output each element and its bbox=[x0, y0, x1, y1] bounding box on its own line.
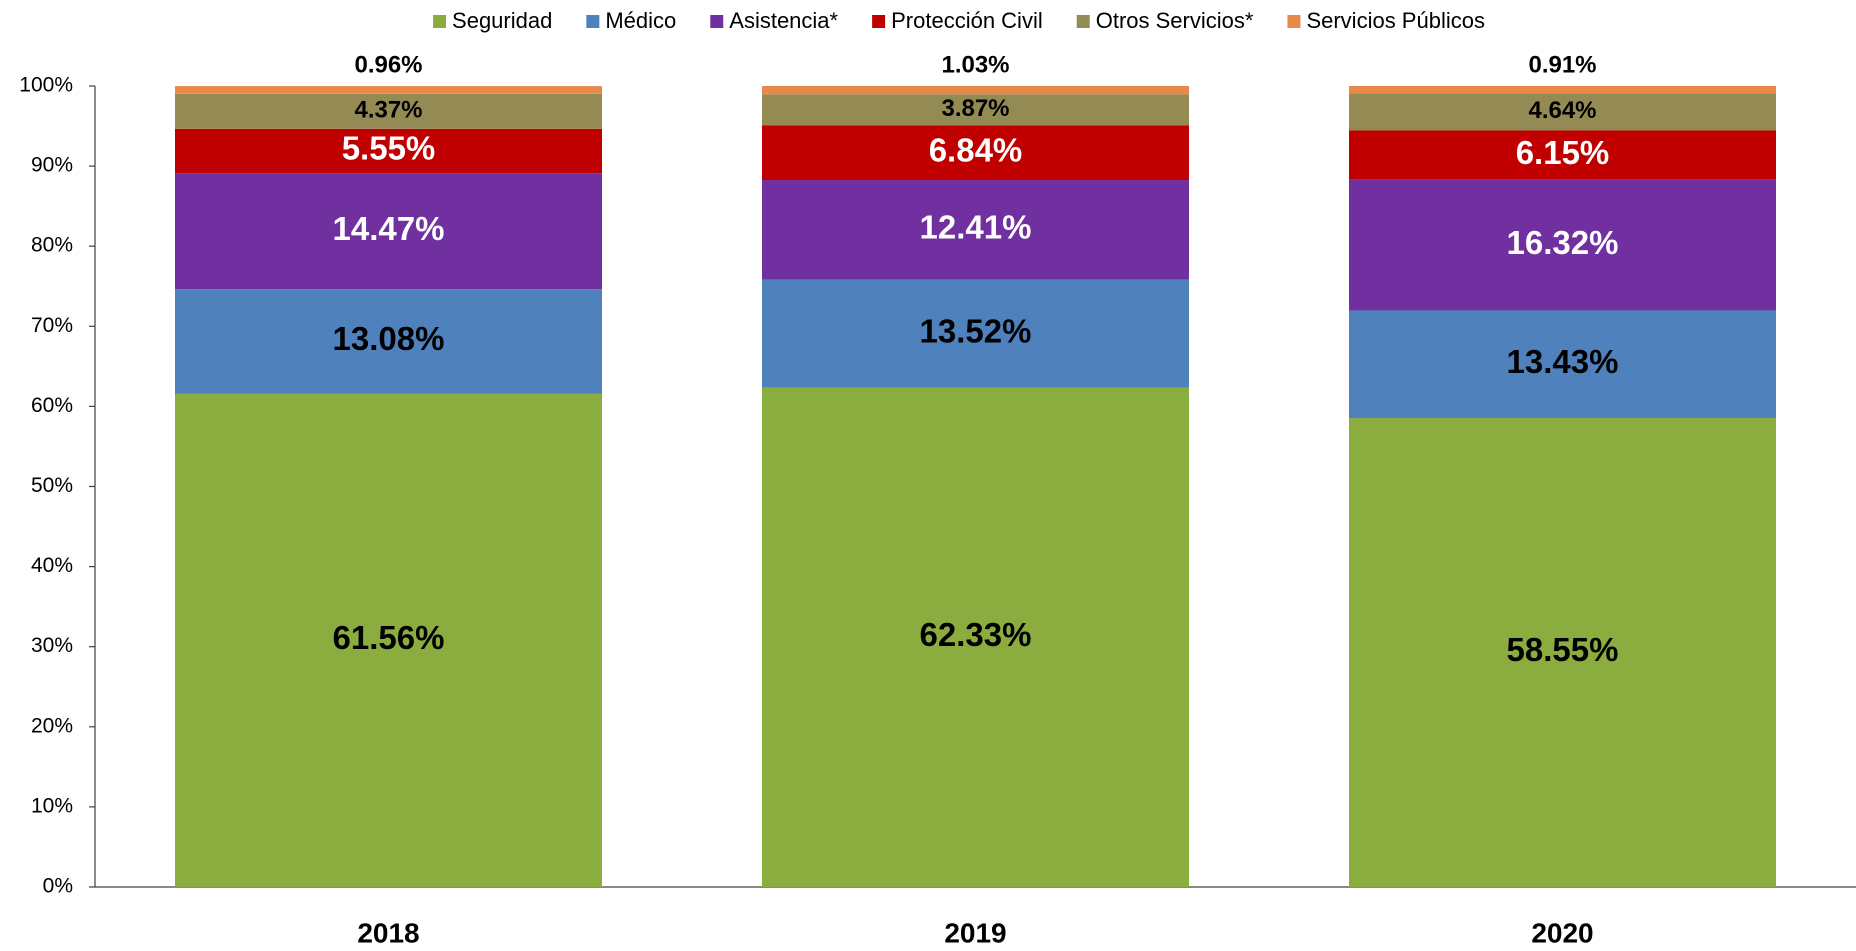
data-label: 13.43% bbox=[1507, 343, 1619, 380]
bar-segment bbox=[175, 86, 602, 94]
bar-segment bbox=[762, 387, 1189, 887]
data-label: 4.64% bbox=[1528, 97, 1596, 124]
data-label: 6.84% bbox=[929, 131, 1023, 168]
data-label: 14.47% bbox=[333, 210, 445, 247]
y-tick-label: 100% bbox=[19, 74, 73, 97]
data-label: 0.91% bbox=[1528, 51, 1596, 78]
legend-label: Protección Civil bbox=[891, 8, 1043, 33]
y-tick-label: 60% bbox=[31, 394, 73, 417]
y-tick-label: 80% bbox=[31, 234, 73, 257]
x-tick-label: 2018 bbox=[357, 917, 419, 948]
data-label: 62.33% bbox=[920, 616, 1032, 653]
legend-label: Asistencia* bbox=[729, 8, 838, 33]
y-tick-label: 70% bbox=[31, 314, 73, 337]
y-tick-label: 90% bbox=[31, 154, 73, 177]
bar-segment bbox=[1349, 418, 1776, 887]
data-label: 13.52% bbox=[920, 312, 1032, 349]
data-label: 5.55% bbox=[342, 130, 436, 167]
legend-swatch bbox=[1076, 15, 1090, 28]
bar-segment bbox=[175, 289, 602, 394]
y-tick-label: 30% bbox=[31, 634, 73, 657]
x-tick-label: 2020 bbox=[1531, 917, 1593, 948]
bar-segment bbox=[175, 173, 602, 290]
legend-label: Médico bbox=[605, 8, 676, 33]
y-tick-label: 10% bbox=[31, 794, 73, 817]
legend-swatch bbox=[433, 15, 447, 28]
bar-segment bbox=[762, 86, 1189, 95]
data-label: 4.37% bbox=[354, 97, 422, 124]
data-label: 13.08% bbox=[333, 320, 445, 357]
bar-segment bbox=[762, 180, 1189, 280]
bar-segment bbox=[1349, 310, 1776, 419]
data-label: 61.56% bbox=[333, 619, 445, 656]
data-label: 1.03% bbox=[941, 51, 1009, 78]
legend-label: Seguridad bbox=[452, 8, 552, 33]
bar-segment bbox=[1349, 93, 1776, 131]
bar-segment bbox=[762, 279, 1189, 388]
bar-segment bbox=[175, 393, 602, 887]
y-tick-label: 40% bbox=[31, 554, 73, 577]
legend-label: Servicios Públicos bbox=[1306, 8, 1485, 33]
data-label: 12.41% bbox=[920, 208, 1032, 245]
data-label: 58.55% bbox=[1507, 631, 1619, 668]
bar-segment bbox=[762, 94, 1189, 126]
legend-label: Otros Servicios* bbox=[1096, 8, 1254, 33]
bar-segment bbox=[1349, 130, 1776, 180]
data-label: 6.15% bbox=[1516, 134, 1610, 171]
x-tick-label: 2019 bbox=[944, 917, 1006, 948]
data-label: 0.96% bbox=[354, 51, 422, 78]
bar-segment bbox=[1349, 179, 1776, 311]
y-tick-label: 20% bbox=[31, 714, 73, 737]
legend-swatch bbox=[872, 15, 886, 28]
legend-swatch bbox=[710, 15, 724, 28]
legend: Seguridad Médico Asistencia* Protección Civ… bbox=[433, 8, 1485, 33]
y-tick-label: 50% bbox=[31, 474, 73, 497]
legend-swatch bbox=[1287, 15, 1301, 28]
bar-segment bbox=[175, 128, 602, 174]
bar-segment bbox=[1349, 86, 1776, 94]
data-label: 16.32% bbox=[1507, 224, 1619, 261]
data-label: 3.87% bbox=[941, 95, 1009, 122]
legend-swatch bbox=[586, 15, 600, 28]
y-tick-label: 0% bbox=[43, 875, 73, 898]
bar-segment bbox=[175, 93, 602, 129]
bar-segment bbox=[762, 125, 1189, 181]
